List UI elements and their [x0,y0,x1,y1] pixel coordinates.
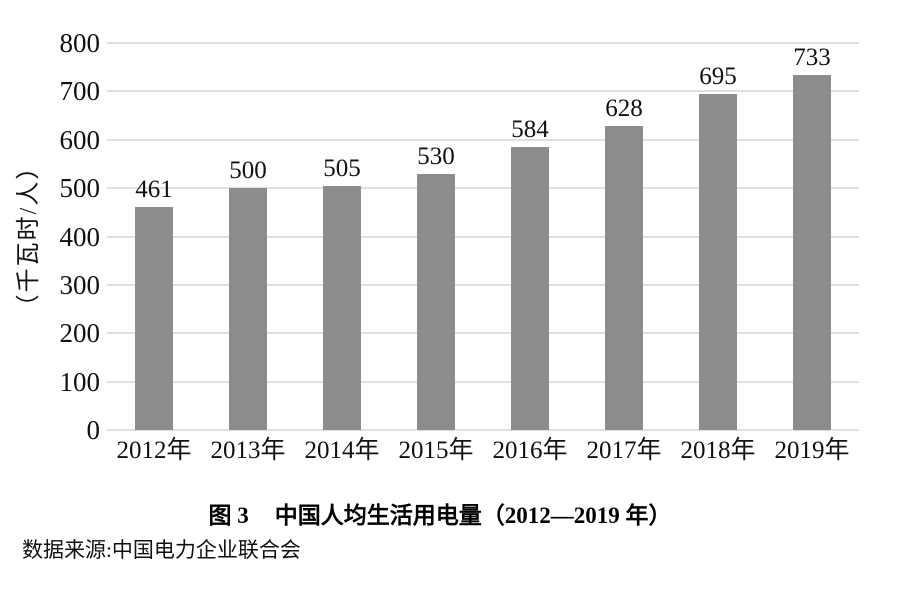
x-tick-label: 2012年 [116,437,192,464]
bar-2016年 [511,147,549,430]
bar-value-label: 500 [229,157,267,185]
gridline [107,90,859,93]
gridline [107,332,859,335]
bar-2015年 [417,173,455,430]
x-tick-label: 2015年 [398,437,474,464]
bar-value-label: 584 [511,116,549,144]
bar-2012年 [135,206,173,430]
figure-number: 图 3 [208,503,249,528]
bar-chart: （千瓦时/人） 0 100 200 300 400 500 600 700 800 461 2012… [16,28,859,464]
y-tick-label: 0 [86,415,101,445]
x-tick-label: 2017年 [586,437,662,464]
bar-value-label: 733 [793,44,831,72]
gridline [107,235,859,238]
bar-2019年 [793,75,831,430]
bar-2014年 [323,185,361,430]
bar-2017年 [605,126,643,430]
bar-2018年 [699,93,737,430]
figure-caption: 图 3 中国人均生活用电量（2012—2019 年） [0,496,880,530]
y-tick-label: 100 [59,366,101,397]
gridline [107,42,859,44]
bar-value-label: 505 [323,154,361,182]
figure-title: 中国人均生活用电量（2012—2019 年） [274,503,672,528]
x-tick-label: 2019年 [774,437,850,464]
bar-2013年 [229,188,267,430]
bar-value-label: 530 [417,142,455,170]
y-tick-label: 200 [59,318,101,349]
gridline [107,187,859,190]
bar-value-label: 628 [605,95,643,123]
y-tick-label: 500 [59,173,101,204]
bar-value-label: 695 [699,62,737,90]
x-tick-label: 2016年 [492,437,568,464]
y-tick-label: 400 [59,221,101,252]
y-tick-label: 700 [59,76,101,107]
data-source: 数据来源:中国电力企业联合会 [22,538,301,562]
gridline [107,380,859,383]
bar-value-label: 461 [135,175,173,203]
gridline [107,429,859,431]
x-tick-label: 2014年 [304,437,380,464]
y-tick-label: 600 [59,124,101,155]
y-tick-label: 800 [59,28,101,58]
gridline [107,138,859,141]
x-tick-label: 2018年 [680,437,756,464]
gridline [107,283,859,286]
y-tick-label: 300 [59,269,101,300]
x-tick-label: 2013年 [210,437,286,464]
